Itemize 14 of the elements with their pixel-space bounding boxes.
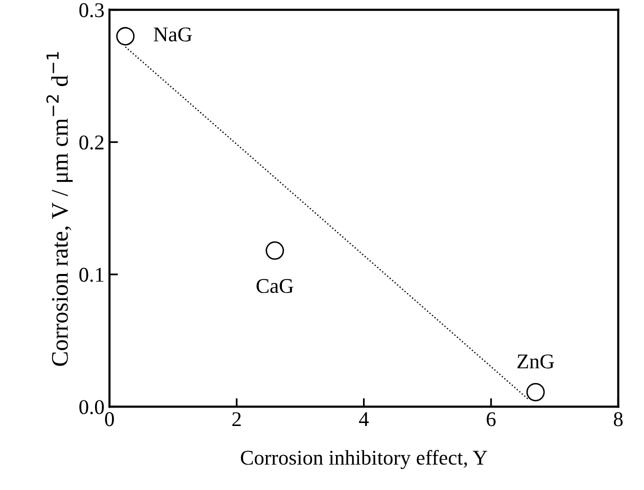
x-tick-label: 2 [232,412,241,426]
y-tick-label: 0.0 [79,400,104,414]
y-tick-label: 0.2 [79,135,104,150]
y-axis-title: Corrosion rate, V / μm cm$^{−2}$ d$^{−1}$ [46,52,73,366]
annotation: NaG [154,27,192,42]
x-tick-label: 6 [486,412,496,426]
x-tick-label: 0 [105,412,114,426]
x-tick-label: 4 [359,412,369,426]
y-tick-label: 0.1 [79,268,104,282]
x-tick-label: 8 [614,412,623,426]
annotation: ZnG [517,354,554,368]
annotation: CaG [256,279,294,294]
y-tick-label: 0.3 [79,3,104,18]
x-axis-title: Corrosion inhibitory effect, Y [240,450,488,470]
